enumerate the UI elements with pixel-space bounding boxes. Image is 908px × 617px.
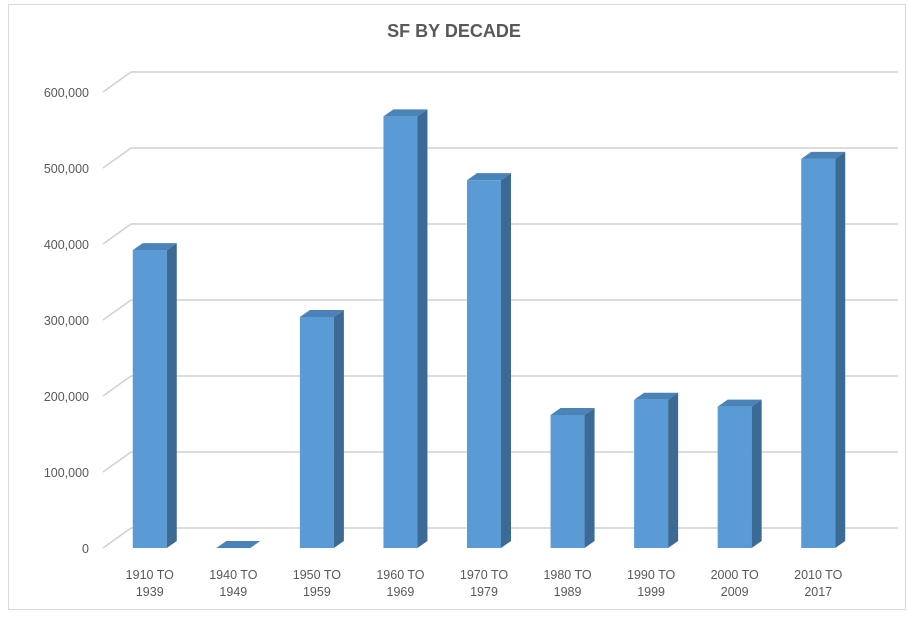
bar <box>132 243 177 548</box>
gridlines <box>102 71 898 549</box>
bar-front <box>801 158 836 548</box>
x-category-label-line: 2009 <box>721 585 749 599</box>
bar-front <box>467 180 501 548</box>
bar <box>801 151 846 548</box>
x-category-label-line: 1949 <box>219 585 247 599</box>
x-category-label-line: 1910 TO <box>126 568 174 582</box>
bar-side <box>333 309 344 548</box>
gridline-diagonal <box>102 299 132 321</box>
x-category-label-line: 1990 TO <box>627 568 675 582</box>
x-category-label-line: 1999 <box>637 585 665 599</box>
bar-front <box>717 406 752 548</box>
gridline-diagonal <box>102 147 132 169</box>
bar-top <box>634 392 679 400</box>
y-tick-label: 200,000 <box>44 390 89 404</box>
bar-side <box>166 243 177 548</box>
bar-top <box>383 109 428 117</box>
bar-top <box>717 399 762 407</box>
bars <box>132 109 846 548</box>
chart-title: SF BY DECADE <box>387 21 521 41</box>
bar-front <box>550 415 585 548</box>
gridline-diagonal <box>102 375 132 397</box>
x-category-label: 1960 TO 1969 <box>376 568 424 599</box>
x-category-label: 2010 TO 2017 <box>794 568 842 599</box>
x-category-label: 1970 TO 1979 <box>460 568 508 599</box>
x-category-label: 2000 TO 2009 <box>711 568 759 599</box>
bar-side <box>584 408 595 548</box>
x-category-label-line: 1989 <box>554 585 582 599</box>
y-tick-label: 300,000 <box>44 314 89 328</box>
bar-top <box>132 243 177 251</box>
x-category-label: 1990 TO 1999 <box>627 568 675 599</box>
x-category-label-line: 1959 <box>303 585 331 599</box>
y-tick-label: 600,000 <box>44 86 89 100</box>
x-category-label-line: 1950 TO <box>293 568 341 582</box>
bar-top <box>216 541 261 548</box>
x-category-label: 1950 TO 1959 <box>293 568 341 599</box>
x-category-label-line: 2000 TO <box>711 568 759 582</box>
bar <box>550 408 595 548</box>
bar-front <box>634 399 669 548</box>
y-axis-ticks: 0 100,000 200,000 300,000 400,000 500,000 600,… <box>44 86 89 556</box>
bar-side <box>501 173 511 548</box>
y-tick-label: 100,000 <box>44 466 89 480</box>
x-category-label-line: 1960 TO <box>376 568 424 582</box>
bar <box>717 399 762 548</box>
bar <box>216 541 261 548</box>
x-category-label-line: 1939 <box>136 585 164 599</box>
x-category-label-line: 2010 TO <box>794 568 842 582</box>
x-category-label: 1940 TO 1949 <box>209 568 257 599</box>
x-category-label-line: 1969 <box>387 585 415 599</box>
gridline-diagonal <box>102 223 132 245</box>
y-tick-label: 500,000 <box>44 162 89 176</box>
x-category-label: 1980 TO 1989 <box>543 568 591 599</box>
bar <box>383 109 428 548</box>
y-tick-label: 0 <box>82 542 89 556</box>
bar-side <box>835 151 846 548</box>
x-category-label: 1910 TO 1939 <box>126 568 174 599</box>
bar-front <box>299 316 334 548</box>
bar <box>634 392 679 548</box>
bar-front <box>132 250 167 548</box>
x-category-label-line: 1980 TO <box>543 568 591 582</box>
x-category-label-line: 1940 TO <box>209 568 257 582</box>
y-tick-label: 400,000 <box>44 238 89 252</box>
bar-top <box>467 173 511 181</box>
x-category-label-line: 1979 <box>470 585 498 599</box>
gridline-diagonal <box>102 451 132 473</box>
bar <box>467 173 511 548</box>
gridline-diagonal <box>102 71 132 93</box>
bar-side <box>668 392 679 548</box>
bar-top <box>801 151 846 159</box>
bar-side <box>417 109 428 548</box>
bar-top <box>299 309 344 317</box>
x-category-label-line: 1970 TO <box>460 568 508 582</box>
x-axis-labels: 1910 TO 1939 1940 TO 1949 1950 TO 1959 1960 TO… <box>126 568 843 599</box>
x-category-label-line: 2017 <box>804 585 832 599</box>
bar <box>299 309 344 548</box>
gridline-diagonal <box>102 527 132 549</box>
bar-top <box>550 408 595 415</box>
bar-front <box>383 116 418 548</box>
bar-side <box>751 399 762 548</box>
